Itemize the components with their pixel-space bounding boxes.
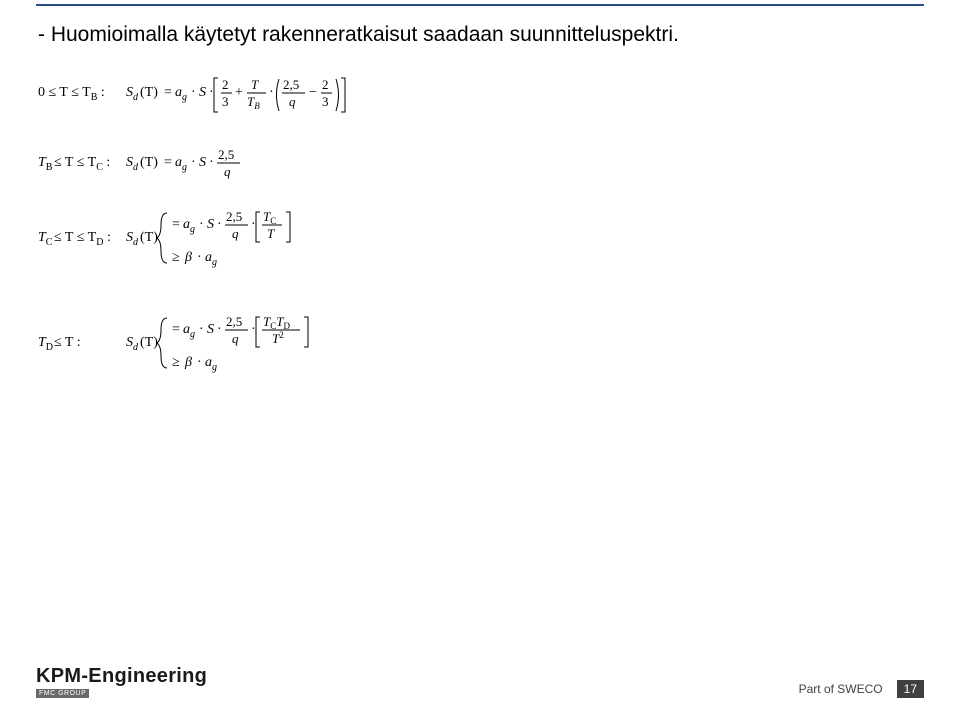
svg-text:·: · [251, 322, 256, 337]
paragraph-1: - Huomioimalla käytetyt rakenneratkaisut… [38, 22, 922, 48]
svg-text:+: + [235, 85, 243, 100]
svg-text:·: · [209, 85, 214, 100]
svg-text:2: 2 [222, 77, 229, 92]
svg-text:·: · [209, 155, 214, 170]
svg-text:S: S [207, 322, 214, 337]
svg-text:Sd: Sd [126, 155, 139, 173]
svg-text:T2: T2 [272, 330, 284, 346]
svg-text:S: S [199, 155, 206, 170]
svg-text:ag: ag [175, 155, 187, 173]
svg-text:TC: TC [263, 209, 276, 226]
logo-main-text: KPM-Engineering [36, 665, 207, 688]
svg-text:(T): (T) [140, 85, 158, 100]
svg-text:S: S [199, 85, 206, 100]
svg-text:0 ≤ T ≤ TB :: 0 ≤ T ≤ TB : [38, 85, 105, 103]
svg-text:·: · [197, 250, 202, 265]
svg-text:2,5: 2,5 [218, 147, 234, 162]
svg-text:Sd: Sd [126, 335, 139, 353]
svg-text:·: · [191, 155, 196, 170]
top-rule [36, 4, 924, 6]
svg-text:·: · [199, 322, 204, 337]
svg-text:3: 3 [322, 94, 329, 109]
svg-text:·: · [217, 217, 222, 232]
svg-text:2,5: 2,5 [226, 314, 242, 329]
svg-text:·: · [269, 85, 274, 100]
svg-text:β: β [184, 355, 192, 370]
svg-text:≤ T ≤ TC :: ≤ T ≤ TC : [54, 155, 110, 173]
svg-text:≤ T :: ≤ T : [54, 335, 81, 350]
svg-text:3: 3 [222, 94, 229, 109]
svg-text:TD: TD [38, 335, 53, 353]
svg-text:=: = [172, 322, 180, 337]
footer-right: Part of SWECO 17 [799, 680, 924, 698]
svg-text:ag: ag [205, 355, 217, 373]
part-of-label: Part of SWECO [799, 682, 883, 696]
svg-text:TCTD: TCTD [263, 314, 290, 331]
svg-text:ag: ag [183, 217, 195, 235]
svg-text:Sd: Sd [126, 230, 139, 248]
footer: KPM-Engineering FMC GROUP Part of SWECO … [36, 665, 924, 698]
svg-text:TB: TB [38, 155, 53, 173]
svg-text:(T): (T) [140, 335, 158, 350]
logo: KPM-Engineering FMC GROUP [36, 665, 207, 698]
svg-text:·: · [191, 85, 196, 100]
svg-text:·: · [217, 322, 222, 337]
svg-text:=: = [172, 217, 180, 232]
svg-text:ag: ag [175, 85, 187, 103]
svg-text:·: · [251, 217, 256, 232]
svg-text:q: q [232, 331, 239, 346]
svg-text:(T): (T) [140, 155, 158, 170]
logo-sub-text: FMC GROUP [36, 689, 89, 698]
svg-text:·: · [197, 355, 202, 370]
svg-text:β: β [184, 250, 192, 265]
svg-text:2,5: 2,5 [226, 209, 242, 224]
svg-text:TC: TC [38, 230, 53, 248]
svg-text:2: 2 [322, 77, 329, 92]
svg-text:S: S [207, 217, 214, 232]
svg-text:T: T [251, 77, 259, 92]
svg-text:TB: TB [247, 94, 260, 111]
svg-text:q: q [232, 226, 239, 241]
svg-text:=: = [164, 155, 172, 170]
svg-text:T: T [267, 226, 275, 241]
svg-text:ag: ag [183, 322, 195, 340]
svg-text:≥: ≥ [172, 355, 180, 370]
svg-text:2,5: 2,5 [283, 77, 299, 92]
svg-text:·: · [199, 217, 204, 232]
svg-text:ag: ag [205, 250, 217, 268]
svg-text:−: − [309, 85, 317, 100]
svg-text:q: q [289, 94, 296, 109]
page-number: 17 [897, 680, 924, 698]
formula-block: 0 ≤ T ≤ TB : Sd (T) = ag · S · 2 3 + T T… [38, 66, 478, 436]
svg-text:≤ T ≤ TD :: ≤ T ≤ TD : [54, 230, 111, 248]
svg-text:q: q [224, 164, 231, 179]
svg-text:(T): (T) [140, 230, 158, 245]
slide-content: - Huomioimalla käytetyt rakenneratkaisut… [38, 22, 922, 706]
svg-text:=: = [164, 85, 172, 100]
svg-text:Sd: Sd [126, 85, 139, 103]
svg-text:≥: ≥ [172, 250, 180, 265]
